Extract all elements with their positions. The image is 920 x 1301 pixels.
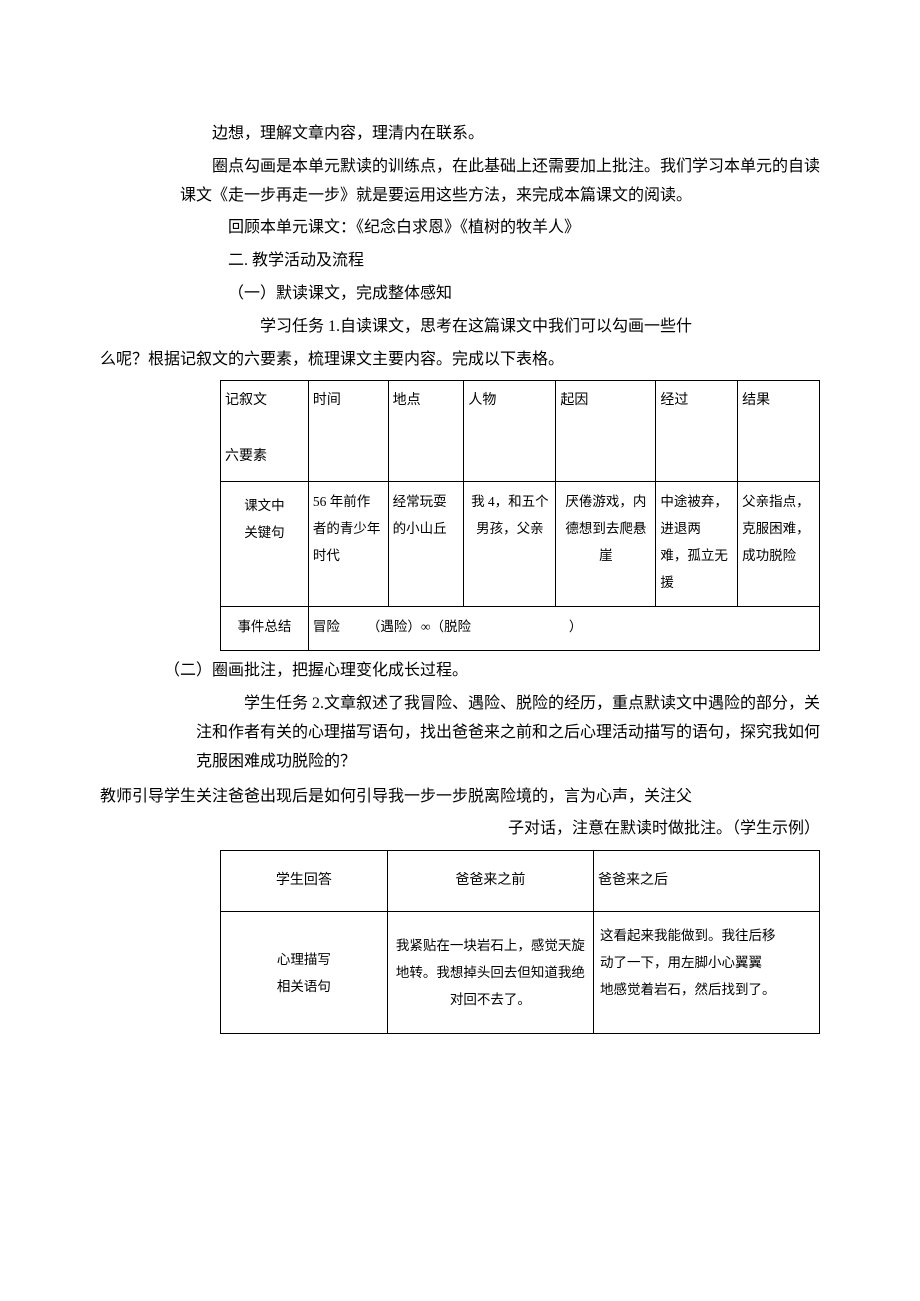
t1-h-0: 记叙文 六要素: [221, 381, 309, 482]
t2-h-1: 爸爸来之前: [387, 851, 593, 912]
t1-h-6: 结果: [738, 381, 820, 482]
t2-row-label: 心理描写 相关语句: [221, 912, 388, 1034]
t2-h-2: 爸爸来之后: [593, 851, 819, 912]
t1-h-1: 时间: [308, 381, 388, 482]
t1-time: 56 年前作者的青少年时代: [308, 482, 388, 607]
t1-summary-value: 冒险 （遇险）∞（脱险 ）: [308, 607, 819, 651]
t1-h-0-l2: 六要素: [225, 449, 267, 464]
t1-h-2: 地点: [388, 381, 464, 482]
task1-line1: 学习任务 1.自读课文，思考在这篇课文中我们可以勾画一些什: [100, 313, 820, 342]
t1-result: 父亲指点，克服困难，成功脱险: [738, 482, 820, 607]
t1-h-0-l1: 记叙文: [225, 393, 267, 408]
t1-h-4: 起因: [556, 381, 656, 482]
para-intro: 圈点勾画是本单元默读的训练点，在此基础上还需要加上批注。我们学习本单元的自读课文…: [100, 153, 820, 211]
t2-h-0: 学生回答: [221, 851, 388, 912]
six-elements-table: 记叙文 六要素 时间 地点 人物 起因 经过 结果 课文中 关键句 56 年前作…: [220, 380, 820, 651]
t1-people: 我 4，和五个男孩，父亲: [464, 482, 556, 607]
psychology-table: 学生回答 爸爸来之前 爸爸来之后 心理描写 相关语句 我紧贴在一块岩石上，感觉天…: [220, 850, 820, 1034]
teacher-guide-line2: 子对话，注意在默读时做批注。（学生示例）: [100, 815, 820, 844]
t1-cause: 厌倦游戏，内德想到去爬悬崖: [556, 482, 656, 607]
t1-h-5: 经过: [656, 381, 738, 482]
t1-summary-label: 事件总结: [221, 607, 309, 651]
task2-text: 学生任务 2.文章叙述了我冒险、遇险、脱险的经历，重点默读文中遇险的部分，关注和…: [100, 690, 820, 776]
t1-place: 经常玩耍的小山丘: [388, 482, 464, 607]
t2-after: 这看起来我能做到。我往后移 动了一下，用左脚小心翼翼 地感觉着岩石，然后找到了。: [593, 912, 819, 1034]
para-review: 回顾本单元课文：《纪念白求恩》《植树的牧羊人》: [100, 214, 820, 243]
t1-process: 中途被弃，进退两 难，孤立无援: [656, 482, 738, 607]
subsection-1-heading: （一）默读课文，完成整体感知: [100, 280, 820, 309]
t1-h-3: 人物: [464, 381, 556, 482]
section-2-heading: 二. 教学活动及流程: [100, 247, 820, 276]
task1-line2: 么呢？根据记叙文的六要素，梳理课文主要内容。完成以下表格。: [100, 346, 820, 375]
t2-before: 我紧贴在一块岩石上，感觉天旋地转。我想掉头回去但知道我绝对回不去了。: [387, 912, 593, 1034]
teacher-guide-line1: 教师引导学生关注爸爸出现后是如何引导我一步一步脱离险境的，言为心声，关注父: [100, 783, 820, 812]
t1-row-label: 课文中 关键句: [221, 482, 309, 607]
para-continue: 边想，理解文章内容，理清内在联系。: [100, 120, 820, 149]
subsection-2-heading: （二）圈画批注，把握心理变化成长过程。: [100, 657, 820, 686]
